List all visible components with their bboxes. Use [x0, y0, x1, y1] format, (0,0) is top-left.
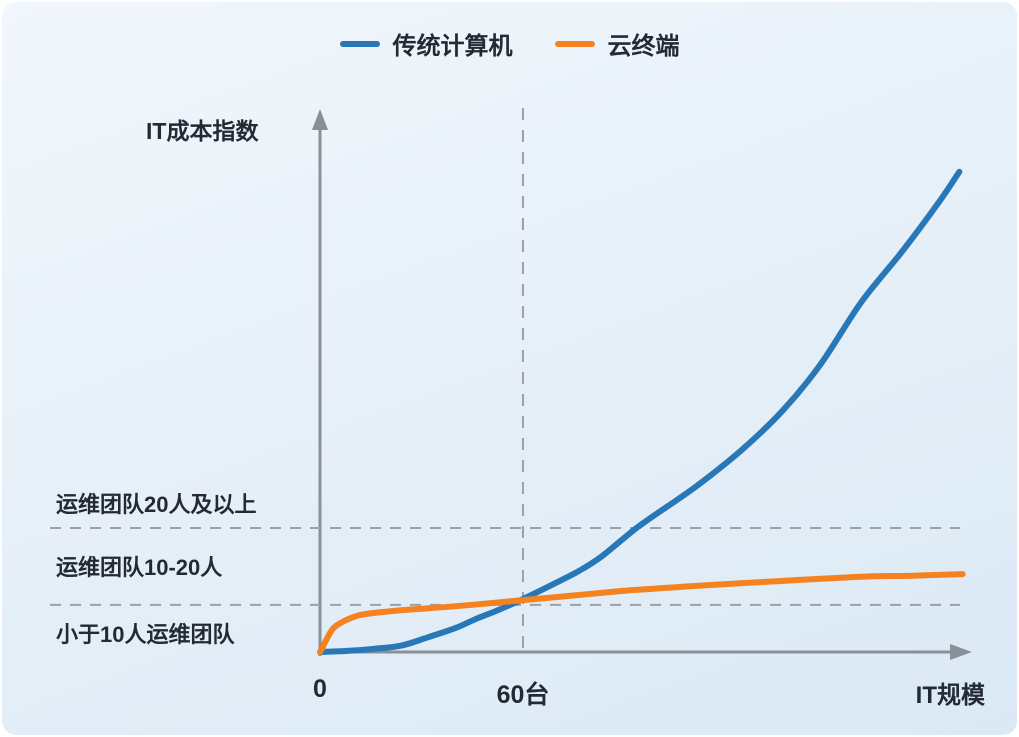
x-axis-arrow-icon — [950, 644, 972, 660]
legend-item-cloud-terminal: 云终端 — [554, 26, 680, 61]
band-label-team-10-20: 运维团队10-20人 — [56, 555, 223, 580]
x-axis-title: IT规模 — [915, 682, 985, 709]
series-line-cloud-terminal — [317, 571, 966, 655]
band-label-team-under-10: 小于10人运维团队 — [56, 622, 235, 647]
legend-label-traditional-pc: 传统计算机 — [392, 33, 513, 60]
legend-swatch-cloud-terminal — [554, 40, 595, 47]
x-tick-60tai: 60台 — [496, 681, 550, 709]
legend-swatch-traditional-pc — [339, 40, 380, 47]
legend: 传统计算机 云终端 — [2, 26, 1017, 61]
series-line-traditional-pc — [317, 168, 963, 655]
x-tick-0: 0 — [313, 675, 327, 703]
band-label-team-20-plus: 运维团队20人及以上 — [56, 492, 257, 517]
legend-item-traditional-pc: 传统计算机 — [339, 26, 513, 61]
y-axis-arrow-icon — [312, 109, 328, 130]
legend-label-cloud-terminal: 云终端 — [607, 33, 680, 60]
y-axis-title: IT成本指数 — [146, 118, 259, 144]
